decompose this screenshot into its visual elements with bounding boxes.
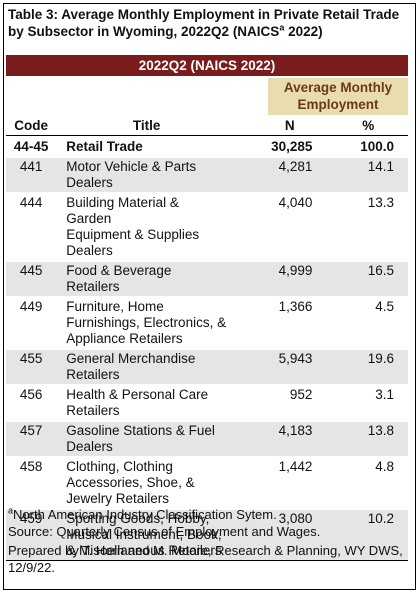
pct-cell: 14.1 (312, 158, 408, 192)
table-row: 458 Clothing, Clothing Accessories, Shoe, … (6, 458, 408, 508)
title-cell: Motor Vehicle & Parts Dealers (56, 158, 228, 192)
title-cell: Clothing, Clothing Accessories, Shoe, & Je… (56, 458, 227, 508)
title-line: Musical Instrument, Book, (66, 527, 222, 542)
pct-cell: 100.0 (360, 139, 394, 154)
title-line: Food & Beverage Retailers (66, 263, 172, 294)
title-line: Retailers (66, 403, 120, 418)
title-superscript: a (279, 22, 285, 33)
title-line: Accessories, Shoe, & (66, 475, 195, 490)
code-cell: 459 (6, 510, 57, 561)
title-line: Appliance Retailers (66, 331, 183, 346)
n-cell: 3,080 (227, 510, 313, 561)
notes: aNorth American Industry Classification … (8, 506, 408, 576)
pct-cell: 19.6 (312, 350, 408, 384)
title-cell: Furniture, Home Furnishings, Electronics,… (56, 298, 227, 348)
group-header: Average Monthly Employment (268, 78, 408, 115)
title-text: 2022) (284, 24, 323, 39)
title-line: Motor Vehicle & Parts Dealers (66, 159, 197, 190)
title-text: Table 3: Average Monthly Employment in P… (8, 7, 400, 39)
pct-cell: 4.8 (375, 459, 394, 474)
pct-cell: 13.3 (367, 195, 394, 210)
table-row: 455 General Merchandise Retailers 5,943 19.6 (6, 350, 408, 384)
title-line: Furniture, Home (66, 299, 164, 314)
code-cell: 458 (19, 459, 43, 474)
n-cell: 4,040 (278, 195, 313, 210)
title-cell: General Merchandise Retailers (56, 350, 228, 384)
pct-cell: 10.2 (312, 510, 408, 561)
column-header: N (227, 117, 313, 136)
pct-cell: 4.5 (375, 299, 394, 314)
table-row: 441 Motor Vehicle & Parts Dealers 4,281 14.… (6, 158, 408, 192)
table-row: 444 Building Material & Garden Equipment &… (6, 194, 408, 260)
pct-cell: 16.5 (312, 262, 408, 296)
code-cell: 456 (19, 387, 43, 402)
code-cell: 441 (6, 158, 57, 192)
n-cell: 1,442 (278, 459, 313, 474)
title-cell: Gasoline Stations & Fuel Dealers (56, 422, 228, 456)
footnote-mark: a (8, 505, 14, 516)
title-cell: Building Material & Garden Equipment & Su… (56, 194, 227, 260)
table-row: 449 Furniture, Home Furnishings, Electroni… (6, 298, 408, 348)
code-cell: 444 (19, 195, 43, 210)
n-cell: 4,281 (227, 158, 313, 192)
title-line: & Miscellaneous Retailers (66, 543, 222, 558)
n-cell: 4,999 (227, 262, 313, 296)
source: Source: Quarterly Census of Employment a… (8, 524, 321, 539)
title-line: Building Material & Garden (66, 195, 179, 226)
title-line: Health & Personal Care (66, 387, 209, 402)
title-line: Gasoline Stations & Fuel (66, 423, 215, 438)
table-row: 457 Gasoline Stations & Fuel Dealers 4,183 1… (6, 422, 408, 456)
title-line: Jewelry Retailers (66, 491, 170, 506)
title-line: General Merchandise (66, 351, 196, 366)
footnote: aNorth American Industry Classification … (8, 506, 408, 523)
data-table: Code Title N% 44-45 Retail Trade 30,285 100.0 4… (6, 115, 408, 563)
title-line: Furnishings, Electronics, & (66, 315, 227, 330)
banner: 2022Q2 (NAICS 2022) (6, 55, 408, 76)
column-header: Title (56, 117, 228, 136)
n-cell: 4,183 (227, 422, 313, 456)
title-cell: Health & Personal Care Retailers (56, 386, 227, 420)
code-cell: 457 (6, 422, 57, 456)
n-cell: 30,285 (271, 139, 313, 154)
frame (3, 3, 416, 590)
table-row: 459 Sporting Goods, Hobby, Musical Instrum… (6, 510, 408, 561)
title-cell: Retail Trade (56, 138, 227, 156)
n-cell: 952 (289, 387, 313, 402)
code-cell: 455 (6, 350, 57, 384)
column-header: Code (6, 117, 57, 136)
table-title: Table 3: Average Monthly Employment in P… (8, 6, 408, 40)
title-cell: Food & Beverage Retailers (56, 262, 228, 296)
prepared-by: Prepared by T. Horn and M. Moore, Resear… (8, 543, 403, 575)
code-cell: 44-45 (13, 139, 49, 154)
title-line: Retail Trade (66, 139, 143, 154)
table-row: 44-45 Retail Trade 30,285 100.0 (6, 138, 408, 156)
code-cell: 449 (19, 299, 43, 314)
header-row: Code Title N% (6, 117, 408, 136)
code-cell: 445 (6, 262, 57, 296)
title-line: Equipment & Supplies Dealers (66, 227, 200, 258)
table-row: 445 Food & Beverage Retailers 4,999 16.5 (6, 262, 408, 296)
title-line: Retailers (66, 367, 120, 382)
n-cell: 5,943 (227, 350, 313, 384)
n-cell: 1,366 (278, 299, 313, 314)
title-line: Clothing, Clothing (66, 459, 173, 474)
footnote-text: North American Industry Classification S… (13, 507, 277, 522)
title-line: Dealers (66, 439, 113, 454)
title-line: Sporting Goods, Hobby, (66, 511, 210, 526)
pct-cell: 3.1 (375, 387, 394, 402)
title-cell: Sporting Goods, Hobby, Musical Instrument… (56, 510, 228, 561)
table-row: 456 Health & Personal Care Retailers 952 3.1 (6, 386, 408, 420)
pct-cell: 13.8 (312, 422, 408, 456)
column-header: % (312, 117, 408, 136)
